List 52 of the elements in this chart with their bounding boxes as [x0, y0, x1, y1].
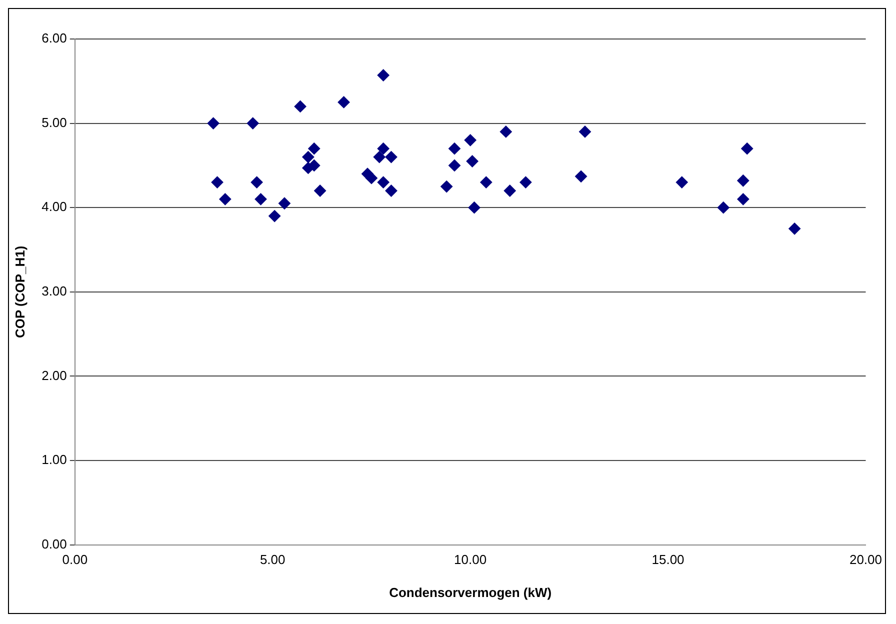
x-tick-label: 10.00	[454, 552, 487, 568]
point	[717, 202, 730, 214]
x-tick-label: 5.00	[260, 552, 286, 568]
point	[246, 117, 259, 130]
x-tick-label: 20.00	[849, 552, 882, 568]
point	[207, 117, 220, 130]
point	[448, 159, 460, 172]
point	[448, 142, 460, 155]
point	[578, 126, 591, 138]
point	[575, 170, 588, 182]
point	[314, 184, 326, 197]
point	[219, 193, 232, 206]
y-tick-label: 2.00	[42, 368, 67, 383]
point	[504, 184, 516, 197]
x-tick-label: 15.00	[652, 552, 684, 568]
point	[377, 69, 390, 82]
point	[468, 202, 480, 214]
point	[268, 210, 281, 222]
y-tick-label: 6.00	[42, 30, 67, 46]
point	[365, 172, 378, 184]
point	[788, 222, 801, 235]
point	[377, 176, 390, 188]
point	[676, 176, 688, 188]
y-axis-title: COP (COP_H1)	[12, 246, 28, 338]
x-tick-label: 0.00	[62, 552, 88, 568]
point	[211, 176, 224, 188]
point	[500, 126, 512, 138]
point	[308, 142, 320, 155]
point	[338, 96, 350, 108]
point	[377, 142, 390, 155]
point	[464, 134, 476, 146]
x-axis-title: Condensorvermogen (kW)	[389, 584, 552, 600]
point	[294, 100, 306, 112]
point	[278, 197, 290, 210]
y-tick-label: 1.00	[42, 452, 67, 468]
y-tick-label: 0.00	[42, 536, 67, 552]
point	[250, 176, 263, 188]
point	[302, 151, 314, 164]
point	[385, 184, 398, 197]
point	[737, 174, 750, 187]
point	[741, 142, 754, 155]
point	[737, 193, 750, 206]
point	[254, 193, 267, 206]
point	[520, 176, 532, 188]
y-tick-label: 3.00	[42, 283, 67, 298]
point	[373, 151, 386, 164]
point	[440, 180, 453, 193]
y-tick-label: 4.00	[42, 199, 67, 214]
point	[480, 176, 492, 188]
y-tick-label: 5.00	[42, 114, 67, 130]
point	[466, 155, 478, 168]
point	[385, 151, 398, 164]
